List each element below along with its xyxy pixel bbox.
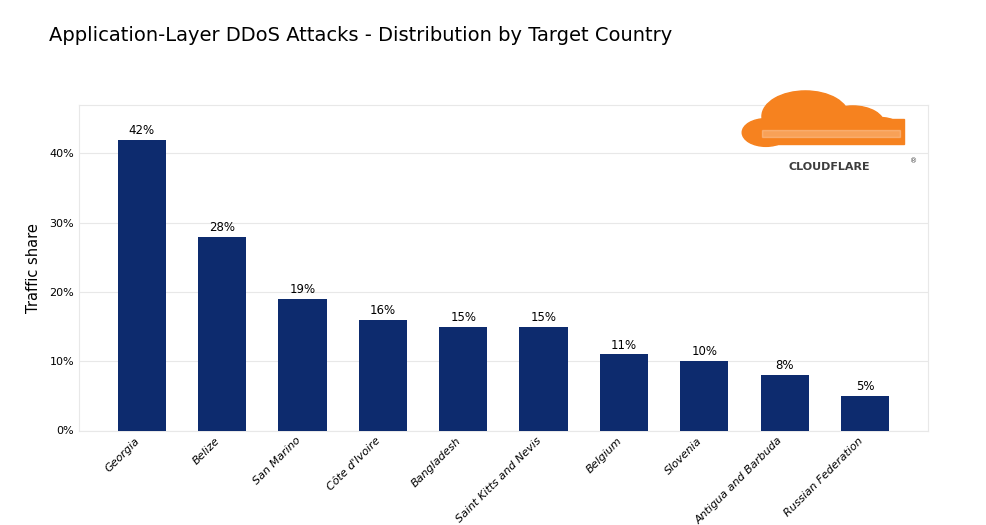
Text: 10%: 10% bbox=[690, 345, 717, 359]
Text: 42%: 42% bbox=[128, 124, 155, 137]
Bar bbox=[760, 375, 808, 430]
Bar bbox=[519, 327, 567, 430]
Bar bbox=[840, 396, 888, 430]
Bar bbox=[679, 361, 728, 430]
Text: 15%: 15% bbox=[450, 311, 475, 324]
Bar bbox=[358, 320, 406, 430]
Text: 5%: 5% bbox=[855, 380, 874, 393]
Bar bbox=[278, 299, 326, 430]
Text: 16%: 16% bbox=[370, 304, 395, 317]
Bar bbox=[117, 140, 166, 430]
Y-axis label: Traffic share: Traffic share bbox=[26, 223, 41, 313]
Bar bbox=[198, 237, 246, 430]
Text: 19%: 19% bbox=[289, 283, 316, 296]
Text: CLOUDFLARE: CLOUDFLARE bbox=[788, 162, 869, 172]
Text: 28%: 28% bbox=[209, 221, 235, 234]
Text: 15%: 15% bbox=[530, 311, 556, 324]
Text: ®: ® bbox=[909, 159, 916, 164]
Bar bbox=[759, 119, 903, 144]
Text: 11%: 11% bbox=[610, 339, 636, 352]
Bar bbox=[761, 130, 899, 137]
Text: Application-Layer DDoS Attacks - Distribution by Target Country: Application-Layer DDoS Attacks - Distrib… bbox=[49, 26, 671, 45]
Bar bbox=[439, 327, 487, 430]
Circle shape bbox=[820, 106, 883, 143]
Circle shape bbox=[761, 91, 848, 142]
Bar bbox=[599, 354, 648, 430]
Circle shape bbox=[858, 118, 901, 143]
Circle shape bbox=[741, 119, 789, 146]
Text: 8%: 8% bbox=[775, 359, 793, 372]
